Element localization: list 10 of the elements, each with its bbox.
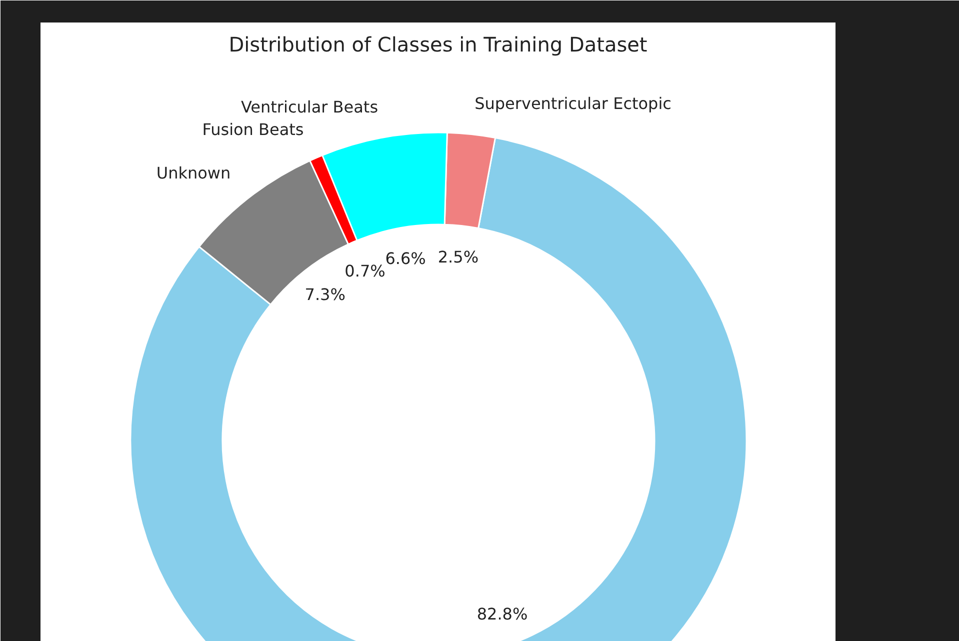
data-label: 82.8% — [476, 604, 528, 624]
slice-label: Unknown — [156, 163, 231, 182]
data-label: 7.3% — [304, 285, 346, 304]
slice-label: Fusion Beats — [202, 120, 304, 140]
slice-label: Superventricular Ectopic — [474, 94, 672, 114]
data-label: 0.7% — [344, 261, 386, 280]
slice-label: Ventricular Beats — [240, 98, 378, 117]
chart-title: Distribution of Classes in Training Dataset — [228, 32, 648, 56]
data-label: 2.5% — [438, 247, 479, 266]
data-label: 6.6% — [385, 249, 426, 268]
